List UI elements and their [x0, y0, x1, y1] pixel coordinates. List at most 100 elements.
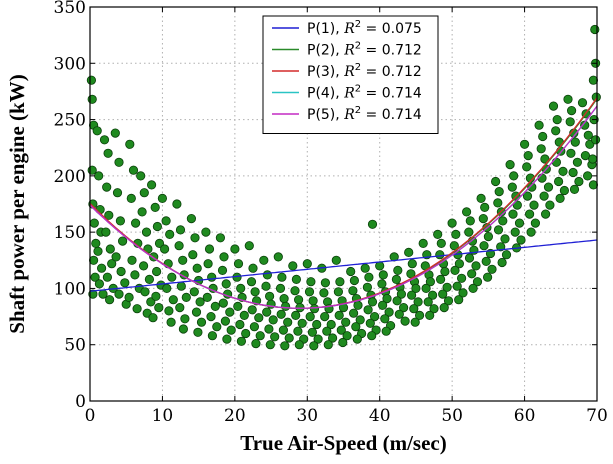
- scatter-point: [472, 277, 483, 287]
- scatter-point: [566, 106, 577, 116]
- scatter-point: [449, 241, 459, 251]
- scatter-point: [147, 180, 157, 190]
- scatter-point: [207, 272, 217, 282]
- scatter-point: [451, 229, 461, 239]
- plot-area-frame: [89, 6, 598, 402]
- x-tick-label: 70: [586, 406, 608, 426]
- scatter-point: [261, 281, 271, 291]
- scatter-point: [235, 319, 245, 330]
- scatter-point: [195, 297, 205, 307]
- scatter-point: [524, 209, 535, 219]
- scatter-point: [144, 274, 154, 284]
- scatter-point: [277, 272, 287, 282]
- scatter-point: [440, 266, 450, 277]
- scatter-point: [509, 171, 519, 181]
- scatter-point: [92, 126, 102, 136]
- scatter-point: [141, 227, 152, 237]
- scatter-point: [178, 324, 188, 334]
- scatter-point: [268, 315, 278, 325]
- scatter-point: [423, 297, 433, 307]
- scatter-point: [588, 75, 599, 85]
- scatter-point: [162, 283, 172, 293]
- scatter-point: [207, 331, 217, 341]
- scatter-point: [425, 310, 435, 320]
- scatter-point: [471, 261, 481, 271]
- scatter-point: [140, 287, 150, 297]
- scatter-point: [290, 286, 300, 296]
- scatter-point: [167, 272, 177, 282]
- scatter-point: [280, 301, 291, 311]
- scatter-point: [519, 139, 530, 149]
- x-axis-ticks: 0 10 20 30 40 50 60 70: [85, 7, 608, 426]
- scatter-point: [91, 238, 101, 248]
- scatter-point: [436, 238, 446, 248]
- scatter-point: [551, 157, 562, 167]
- scatter-point: [219, 252, 229, 262]
- scatter-point: [425, 277, 435, 287]
- x-tick-label: 30: [296, 406, 318, 426]
- scatter-point: [99, 135, 110, 145]
- scatter-point: [427, 290, 438, 300]
- scatter-point: [501, 250, 512, 260]
- scatter-point: [89, 255, 99, 265]
- scatter-point: [88, 289, 98, 299]
- scatter-point: [536, 144, 546, 154]
- scatter-point: [480, 202, 490, 212]
- scatter-point: [309, 304, 320, 314]
- scatter-point: [429, 304, 439, 314]
- scatter-point: [226, 325, 236, 335]
- scatter-point: [178, 255, 188, 265]
- scatter-point: [222, 334, 232, 344]
- scatter-point: [319, 288, 329, 298]
- y-tick-label: 300: [54, 54, 86, 74]
- legend-entry: P(4), R2 = 0.714: [307, 84, 422, 102]
- scatter-point: [577, 98, 588, 108]
- scatter-point: [279, 293, 289, 304]
- scatter-point: [414, 310, 425, 320]
- scatter-point: [527, 182, 537, 192]
- scatter-point: [349, 275, 359, 286]
- scatter-point: [101, 227, 111, 237]
- scatter-point: [201, 227, 211, 237]
- scatter-point: [307, 327, 317, 337]
- scatter-point: [468, 283, 478, 293]
- scatter-point: [543, 182, 554, 192]
- scatter-point: [291, 310, 301, 320]
- scatter-point: [93, 246, 103, 256]
- scatter-point: [413, 297, 423, 307]
- scatter-point: [188, 250, 198, 260]
- scatter-point: [193, 327, 203, 337]
- scatter-point: [523, 151, 533, 161]
- scatter-point: [377, 279, 387, 289]
- scatter-point: [176, 281, 186, 291]
- scatter-point: [483, 232, 493, 242]
- scatter-point: [439, 302, 449, 313]
- scatter-point: [320, 278, 330, 288]
- legend: P(1), R2 = 0.075 P(2), R2 = 0.712 P(3), R2…: [262, 15, 439, 134]
- scatter-point: [276, 309, 286, 319]
- scatter-point: [166, 317, 176, 327]
- legend-entry: P(3), R2 = 0.712: [307, 62, 422, 80]
- scatter-point: [336, 325, 346, 335]
- scatter-point: [393, 265, 403, 275]
- scatter-point: [565, 117, 575, 127]
- scatter-point: [522, 191, 533, 201]
- scatter-point: [493, 198, 503, 208]
- scatter-point: [433, 229, 443, 239]
- scatter-point: [131, 218, 141, 228]
- scatter-point: [294, 340, 304, 350]
- scatter-point: [331, 255, 341, 265]
- scatter-point: [363, 305, 373, 315]
- y-axis-title: Shaft power per engine (kW): [5, 74, 29, 333]
- scatter-point: [407, 259, 417, 269]
- scatter-point: [568, 167, 578, 178]
- scatter-point: [482, 272, 493, 282]
- scatter-point: [580, 120, 590, 130]
- scatter-point: [165, 229, 175, 239]
- scatter-point: [538, 131, 548, 142]
- scatter-point: [148, 313, 158, 323]
- scatter-point: [406, 290, 417, 300]
- scatter-point: [172, 199, 182, 209]
- scatter-point: [247, 305, 257, 315]
- scatter-point: [313, 334, 323, 344]
